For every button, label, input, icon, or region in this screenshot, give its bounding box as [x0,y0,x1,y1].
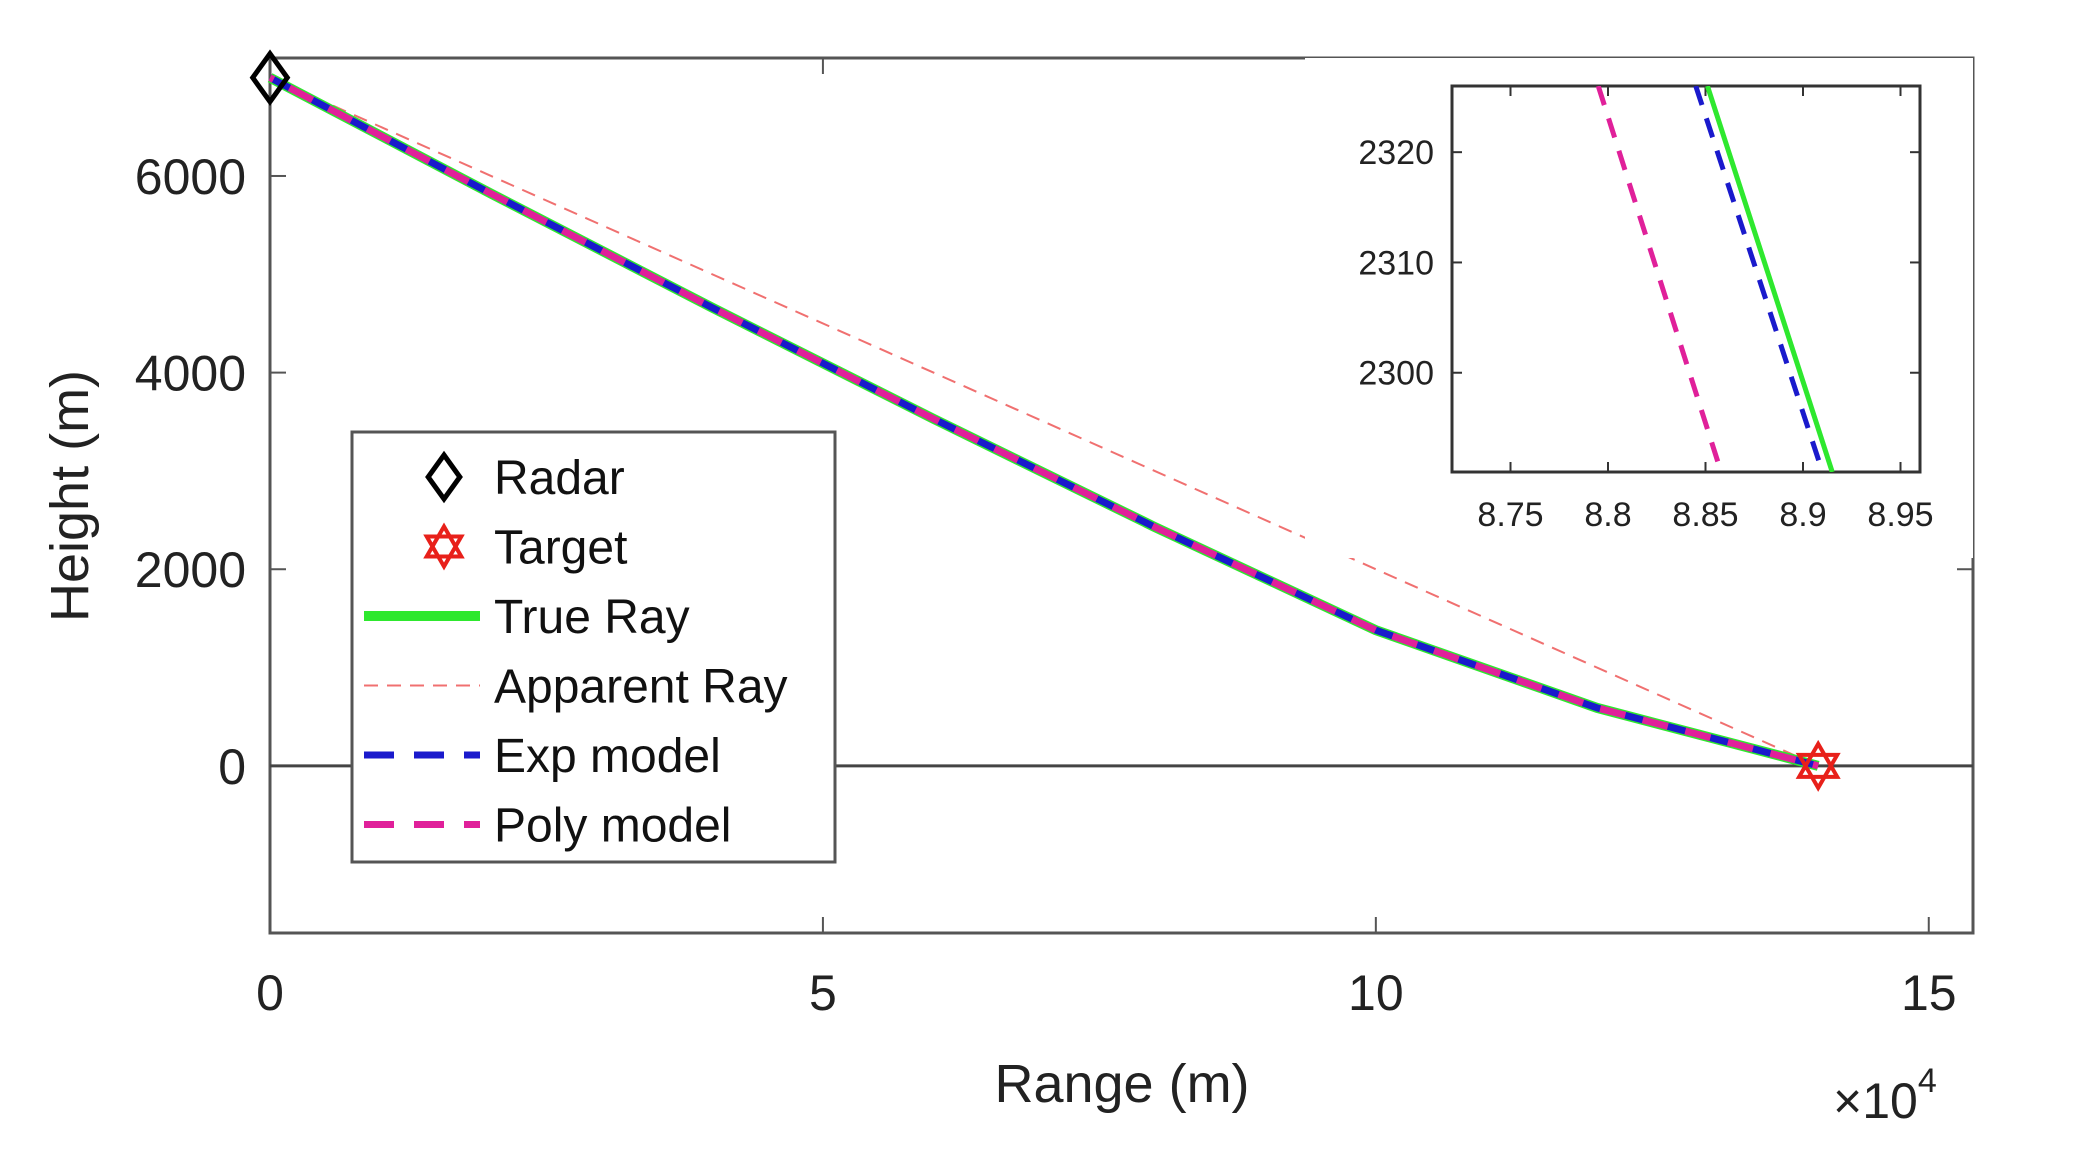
legend-swatch-target-down [423,534,465,571]
target-marker-down [1795,752,1841,792]
legend-box [350,430,837,864]
legend-entry-true-ray: True Ray [364,591,690,644]
x-multiplier-base: ×10 [1833,1073,1918,1129]
y-tick-label: 6000 [135,149,246,205]
legend-swatch-target [423,522,465,571]
x-axis-label: Range (m) [994,1054,1249,1114]
legend-swatch-target-up [423,522,465,559]
legend-entry-target: Target [423,522,627,575]
inset-x-tick-labels: 8.75 8.8 8.85 8.9 8.95 [1477,496,1933,534]
inset-series-line-true-ray [1705,86,1835,472]
legend-label: Radar [494,452,625,505]
x-multiplier: ×104 [1833,1062,1937,1129]
x-multiplier-exponent: 4 [1918,1062,1937,1100]
legend-label: Poly model [494,800,731,853]
inset-x-tick-label: 8.85 [1672,496,1738,534]
target-marker [1795,739,1841,792]
series-line-apparent-ray [269,76,1819,767]
inset-y-tick-labels: 2300 2310 2320 [1358,134,1434,393]
legend-label: Exp model [494,730,721,783]
y-tick-label: 2000 [135,542,246,598]
legend: Radar Target True Ray Apparent Ray Exp model… [350,430,837,864]
radar-marker [249,49,291,106]
main-series [267,73,1820,771]
inset-y-tick-label: 2310 [1358,244,1434,282]
inset-x-tick-label: 8.75 [1477,496,1543,534]
legend-entry-radar: Radar [425,450,625,505]
series-line-poly-model [268,74,1820,770]
x-tick-label: 10 [1348,965,1404,1021]
main-markers [249,49,1841,792]
legend-entry-poly-model: Poly model [364,800,731,853]
legend-entry-exp-model: Exp model [364,730,721,783]
inset-plot: 8.75 8.8 8.85 8.9 8.95 2300 2310 2320 [1305,58,1973,558]
inset-series [1595,86,1835,472]
inset-y-tick-label: 2320 [1358,134,1434,172]
inset-x-tick-label: 8.8 [1584,496,1631,534]
y-tick-labels: 0 2000 4000 6000 [135,149,246,795]
x-tick-labels: 0 5 10 15 [256,965,1956,1021]
inset-axes-frame [1450,84,1922,474]
legend-label: True Ray [494,591,690,644]
y-tick-label: 0 [218,739,246,795]
legend-entry-apparent-ray: Apparent Ray [364,661,788,714]
legend-label: Apparent Ray [494,661,788,714]
x-tick-label: 15 [1901,965,1957,1021]
y-tick-label: 4000 [135,346,246,402]
inset-x-tick-label: 8.9 [1779,496,1826,534]
target-marker-up [1795,739,1841,779]
inset-ticks [1452,86,1920,472]
inset-x-tick-label: 8.95 [1867,496,1933,534]
x-tick-label: 0 [256,965,284,1021]
y-axis-label: Height (m) [40,370,100,622]
legend-swatch-radar [425,450,463,504]
x-tick-label: 5 [809,965,837,1021]
legend-label: Target [494,522,627,575]
inset-y-tick-label: 2300 [1358,355,1434,393]
